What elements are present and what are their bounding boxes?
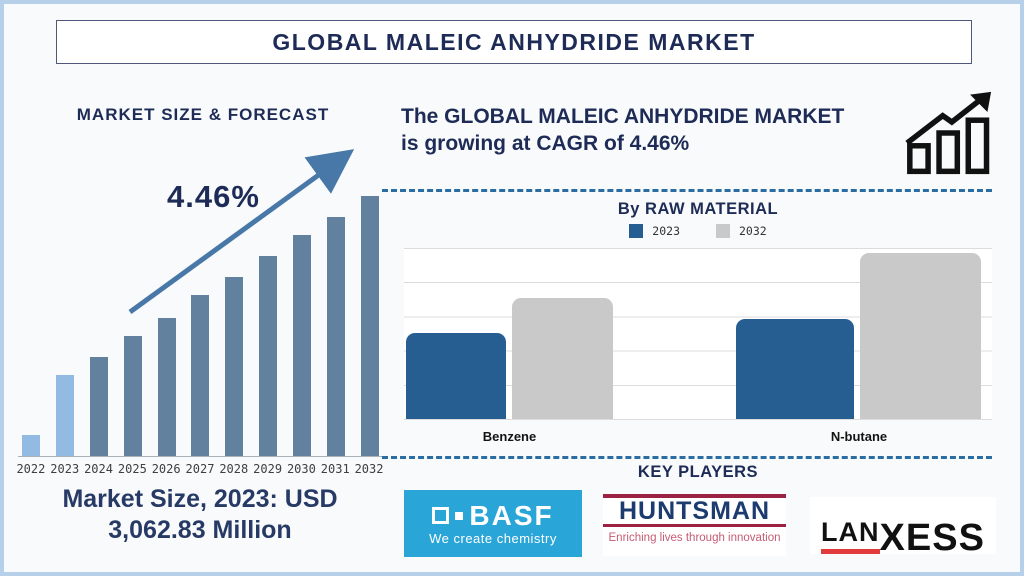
bar-nbutane-2023 xyxy=(736,319,854,419)
year-label-2030: 2030 xyxy=(286,462,316,476)
forecast-bar-2029 xyxy=(259,255,278,456)
legend-swatch-2023 xyxy=(629,224,644,238)
forecast-bar-2027 xyxy=(191,294,210,456)
year-label-2022: 2022 xyxy=(16,462,46,476)
category-label-benzene: Benzene xyxy=(482,429,537,444)
basf-tagline: We create chemistry xyxy=(429,530,557,546)
bar-benzene-2023 xyxy=(406,332,506,419)
forecast-bar-2031 xyxy=(327,216,346,456)
forecast-bar-2026 xyxy=(157,318,176,456)
bar-benzene-2032 xyxy=(512,297,613,419)
year-label-2027: 2027 xyxy=(185,462,215,476)
cagr-headline: The GLOBAL MALEIC ANHYDRIDE MARKET is gr… xyxy=(401,103,906,158)
forecast-bar-2028 xyxy=(225,276,244,456)
forecast-bar-chart xyxy=(22,154,379,456)
forecast-bar-2022 xyxy=(22,435,40,456)
market-size-line1: Market Size, 2023: USD xyxy=(62,485,338,513)
huntsman-top-rule xyxy=(603,494,786,498)
huntsman-logo: HUNTSMAN Enriching lives through innovat… xyxy=(603,494,786,556)
basf-logo-mark: BASF xyxy=(432,499,554,531)
basf-square-outline-icon xyxy=(432,507,450,524)
market-size-callout: Market Size, 2023: USD 3,062.83 Million xyxy=(4,484,396,547)
year-label-2024: 2024 xyxy=(84,462,113,476)
legend-swatch-2032 xyxy=(716,224,730,238)
lanxess-wordmark-lan: LAN xyxy=(821,519,880,554)
raw-material-legend: 2023 2032 xyxy=(404,224,992,238)
growth-chart-icon xyxy=(905,91,992,175)
forecast-bar-2024 xyxy=(89,357,108,456)
lanxess-logo: LAN XESS xyxy=(810,497,996,559)
dashed-divider-top xyxy=(382,189,992,192)
raw-material-bar-chart xyxy=(404,248,992,420)
huntsman-tagline: Enriching lives through innovation xyxy=(608,532,781,545)
basf-logo: BASF We create chemistry xyxy=(404,490,582,557)
cagr-headline-line1: The GLOBAL MALEIC ANHYDRIDE MARKET xyxy=(401,105,845,128)
category-label-nbutane: N-butane xyxy=(830,429,888,444)
huntsman-wordmark: HUNTSMAN xyxy=(618,496,771,525)
cagr-value-label: 4.46% xyxy=(167,179,260,214)
dashed-divider-bottom xyxy=(382,456,992,459)
legend-item-2032: 2032 xyxy=(716,224,767,238)
page-title: GLOBAL MALEIC ANHYDRIDE MARKET xyxy=(272,28,756,55)
year-label-2029: 2029 xyxy=(253,462,283,476)
cagr-headline-line2: is growing at CAGR of 4.46% xyxy=(401,132,690,156)
bar-nbutane-2032 xyxy=(860,253,981,419)
title-banner: GLOBAL MALEIC ANHYDRIDE MARKET xyxy=(56,20,972,64)
market-size-line2: 3,062.83 Million xyxy=(108,516,292,545)
basf-wordmark: BASF xyxy=(469,499,554,531)
forecast-bar-2032 xyxy=(360,196,379,456)
key-players-title: KEY PLAYERS xyxy=(637,463,759,481)
growth-trend-arrow-icon xyxy=(128,149,355,315)
forecast-x-axis-line xyxy=(18,456,384,457)
legend-label-2032: 2032 xyxy=(739,224,767,238)
forecast-section-title: MARKET SIZE & FORECAST xyxy=(76,105,330,124)
year-label-2031: 2031 xyxy=(320,462,350,476)
legend-item-2023: 2023 xyxy=(629,224,680,238)
raw-material-title: By RAW MATERIAL xyxy=(617,200,779,218)
year-label-2026: 2026 xyxy=(151,462,181,476)
legend-label-2023: 2023 xyxy=(652,224,680,238)
forecast-year-labels: 2022 2023 2024 2025 2026 2027 2028 2029 2030 2031… xyxy=(14,462,386,476)
forecast-bar-2023 xyxy=(55,375,74,456)
forecast-bar-2030 xyxy=(293,235,312,456)
lanxess-wordmark-xess: XESS xyxy=(879,516,985,559)
basf-square-fill-icon xyxy=(455,511,464,520)
huntsman-bottom-rule xyxy=(603,523,786,528)
year-label-2023: 2023 xyxy=(50,462,80,476)
year-label-2025: 2025 xyxy=(117,462,147,476)
year-label-2028: 2028 xyxy=(219,462,249,476)
forecast-bar-2025 xyxy=(123,336,142,456)
year-label-2032: 2032 xyxy=(354,462,384,476)
